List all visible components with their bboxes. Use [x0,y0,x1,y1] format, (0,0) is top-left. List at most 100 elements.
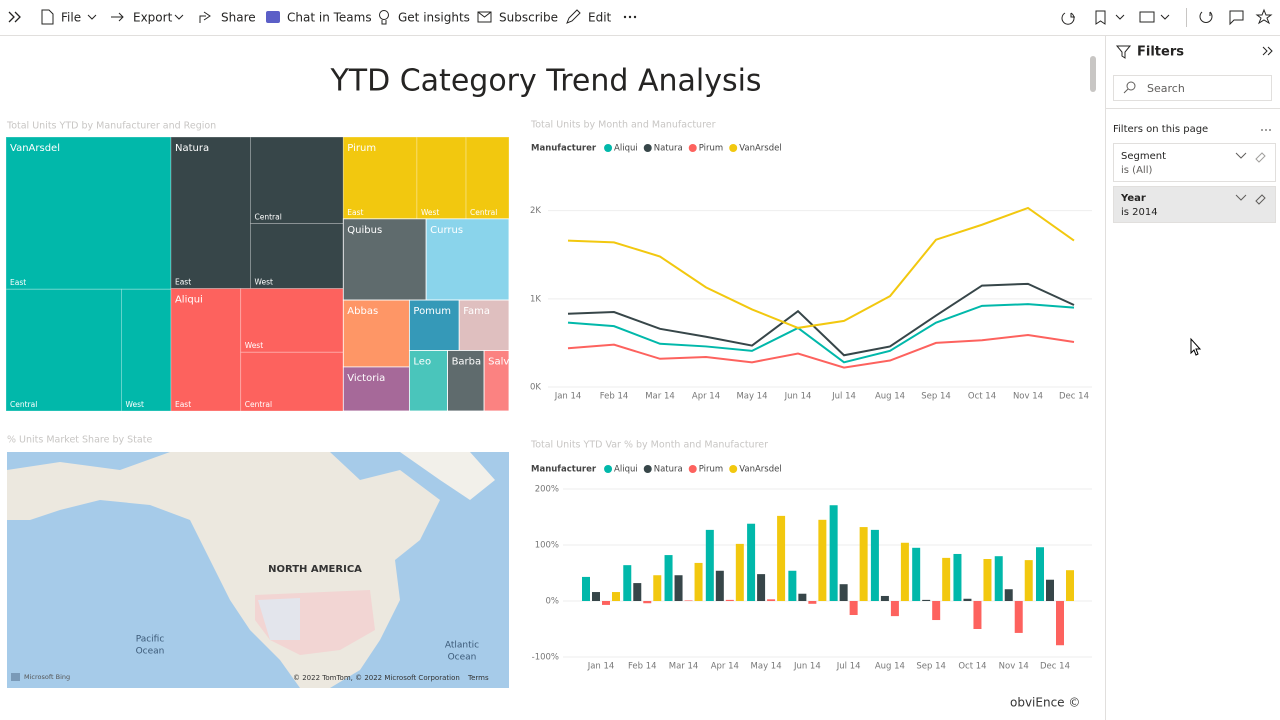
y-tick-label: 0K [530,383,541,393]
bar [859,527,868,601]
charts-layer: East Central West VanArsdel East Central West N… [5,136,1092,672]
bar [664,555,673,601]
legend-label: Pirum [699,144,723,154]
filter-card[interactable]: Year is 2014 [1113,186,1276,223]
toolbar-item[interactable]: Get insights [398,11,470,25]
map-attribution: © 2022 TomTom, © 2022 Microsoft Corporat… [293,674,460,682]
x-tick-label: May 14 [736,392,767,402]
bar [912,547,921,601]
toolbar [0,0,1280,35]
legend-marker [729,144,738,152]
region-label: East [175,278,191,287]
line-series [567,303,1075,364]
y-tick-label: 2K [530,206,541,216]
treemap-tile [483,350,510,412]
legend-marker [604,144,613,152]
visual-title: Total Units by Month and Manufacturer [530,120,716,131]
bar [983,559,992,601]
manufacturer-label: Barba [452,356,482,367]
x-tick-label: Oct 14 [958,662,986,672]
filter-icon [1115,45,1132,59]
treemap-tile [342,299,410,368]
filter-state[interactable]: is (All) [1121,165,1152,176]
bar [715,570,724,601]
y-tick-label: 100% [535,541,559,551]
filter-state[interactable]: is 2014 [1121,207,1158,218]
bar [963,598,972,601]
toolbar-item[interactable]: Edit [588,11,612,25]
filter-field[interactable]: Year [1120,193,1146,204]
bar [1046,579,1054,601]
bar [735,543,744,601]
bar [900,542,909,601]
section-label: Filters on this page [1113,124,1208,135]
bar [694,562,703,601]
y-tick-label: -100% [532,653,559,663]
legend-marker [688,465,697,473]
subscribe-button[interactable]: Subscribe [477,11,558,25]
toolbar-item[interactable]: File [61,11,81,25]
section-more[interactable] [1261,129,1271,131]
x-tick-label: Jan 14 [554,392,582,402]
map-label: Atlantic [445,641,479,651]
toolbar-item[interactable]: Chat in Teams [287,11,372,25]
search-icon [1123,88,1129,94]
bar [602,601,610,605]
bar [674,575,683,601]
bar [1066,570,1074,601]
edit-button[interactable]: Edit [566,9,612,25]
x-tick-label: Dec 14 [1059,392,1089,402]
map-state-shading [258,598,300,640]
toolbar-item[interactable]: Subscribe [499,11,558,25]
export-button[interactable]: Export [111,11,184,25]
visual-title: Total Units YTD by Manufacturer and Regi… [6,121,216,132]
x-tick-label: Apr 14 [692,392,720,402]
toolbar-item[interactable]: Export [133,11,173,25]
bar [818,519,827,601]
x-tick-label: Feb 14 [628,662,657,672]
map-visual[interactable]: NORTH AMERICA Pacific Ocean Atlantic Oce… [7,452,509,688]
legend-title: Manufacturer [531,144,597,154]
treemap-tile [416,136,467,220]
toolbar-right-icons[interactable] [1061,8,1273,27]
bar [777,515,786,601]
expand-nav[interactable] [8,11,21,23]
scrollbar[interactable] [1090,56,1096,92]
search-box[interactable] [1113,75,1272,101]
x-tick-label: Apr 14 [711,662,739,672]
line-series [567,206,1075,329]
more-options[interactable] [623,15,637,19]
manufacturer-label: Natura [175,143,209,154]
collapse-pane[interactable] [1262,46,1273,56]
legend-marker [643,144,652,152]
toolbar-item[interactable]: Share [221,11,256,25]
bar [942,557,951,601]
region-label: West [255,278,273,287]
bar [767,599,776,601]
manufacturer-label: Leo [413,356,431,367]
bar [1004,589,1013,601]
manufacturer-label: Victoria [347,373,385,384]
search-placeholder[interactable]: Search [1147,82,1185,95]
bar [880,595,889,601]
region-label: Central [470,208,497,217]
treemap-tile [240,351,344,412]
filter-card[interactable]: Segment is (All) [1113,143,1276,182]
bar [932,601,941,621]
map-terms[interactable]: Terms [467,674,489,682]
insights-button[interactable]: Get insights [379,10,470,25]
map-label: Ocean [448,653,477,663]
bar [922,599,931,601]
share-button[interactable]: Share [199,11,256,25]
filter-field[interactable]: Segment [1121,151,1166,162]
treemap-tile [408,350,448,412]
treemap-tile [5,288,122,412]
treemap-tile [458,299,510,351]
teams-button[interactable]: Chat in Teams [266,11,372,25]
file-button[interactable]: File [41,9,97,25]
bar [705,529,714,601]
bar [1024,560,1033,601]
manufacturer-label: Aliqui [175,295,203,306]
x-tick-label: Nov 14 [999,662,1029,672]
